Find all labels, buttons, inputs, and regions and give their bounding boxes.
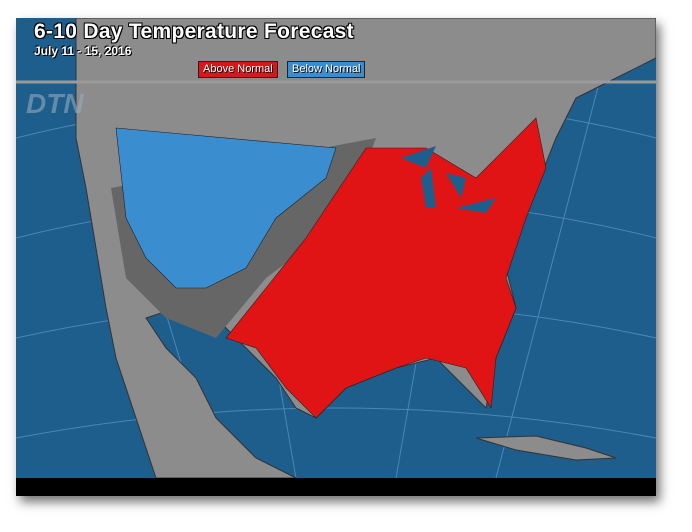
forecast-map-frame: 6-10 Day Temperature Forecast July 11 - …	[16, 18, 656, 496]
legend-below-normal: Below Normal	[287, 61, 366, 78]
land-cuba	[475, 435, 617, 461]
temperature-map	[16, 18, 656, 478]
date-range: July 11 - 15, 2016	[34, 44, 132, 58]
below-normal-region	[115, 127, 337, 289]
above-normal-region	[225, 117, 547, 419]
great-lakes	[401, 146, 496, 213]
dtn-watermark: DTN	[26, 88, 84, 119]
map-title: 6-10 Day Temperature Forecast	[34, 20, 354, 43]
legend-above-normal: Above Normal	[198, 61, 278, 78]
